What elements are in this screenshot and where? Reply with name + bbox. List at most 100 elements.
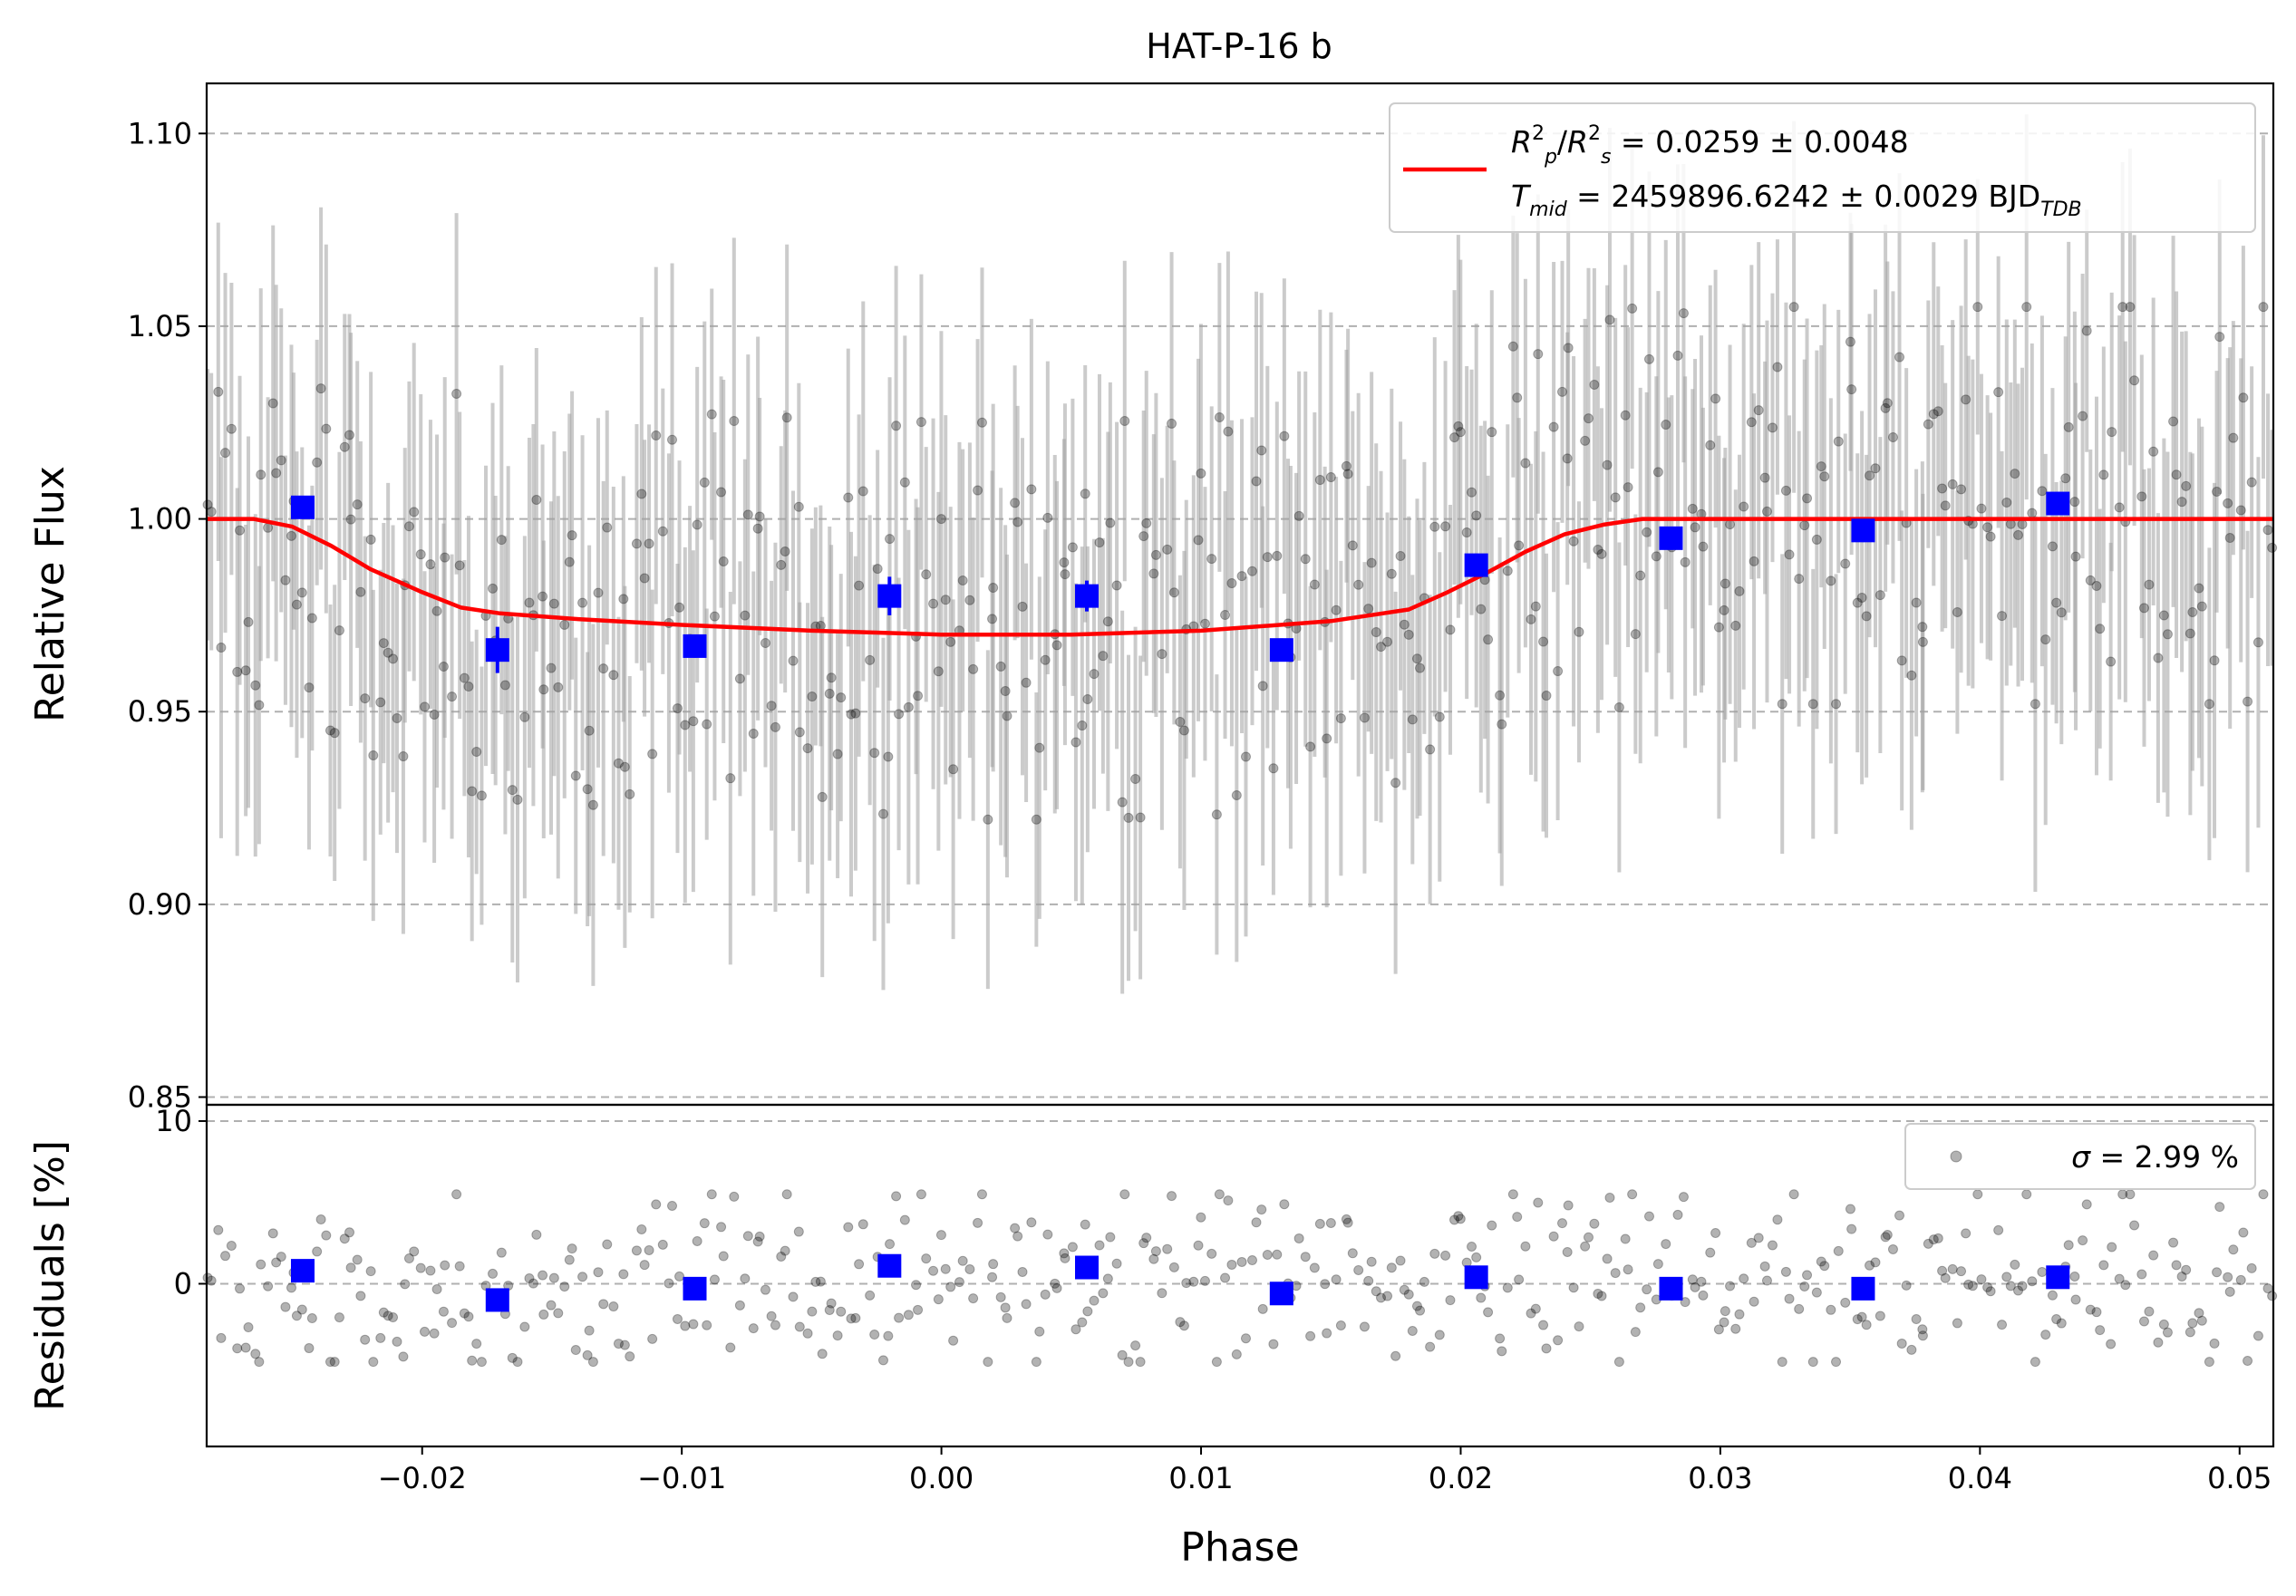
residual-point xyxy=(339,1233,350,1244)
residual-point xyxy=(1620,1233,1631,1244)
residual-point xyxy=(2181,1264,2192,1275)
residual-point xyxy=(836,1306,847,1317)
raw-point xyxy=(1613,702,1624,713)
raw-point xyxy=(788,655,799,666)
raw-point xyxy=(1961,394,1971,405)
raw-point xyxy=(1541,691,1552,701)
residual-point xyxy=(625,1351,635,1362)
residual-point xyxy=(1363,1275,1374,1286)
residual-point xyxy=(976,1189,987,1200)
residual-point xyxy=(869,1330,880,1340)
residual-point xyxy=(1967,1281,1978,1291)
residual-point xyxy=(1917,1324,1928,1335)
residual-point xyxy=(1425,1341,1436,1352)
residual-point xyxy=(2027,1276,2038,1287)
residual-point xyxy=(935,1230,946,1241)
raw-point xyxy=(1690,522,1700,533)
raw-point xyxy=(1429,521,1440,532)
raw-point xyxy=(968,663,979,674)
raw-point xyxy=(463,682,474,692)
raw-point xyxy=(1141,517,1152,528)
raw-point xyxy=(1642,527,1652,537)
raw-point xyxy=(843,492,854,503)
residual-point xyxy=(2021,1189,2032,1200)
raw-point xyxy=(538,591,548,602)
raw-point xyxy=(2098,469,2109,480)
residual-point xyxy=(1982,1282,1993,1292)
raw-point xyxy=(1553,666,1564,677)
raw-point xyxy=(1574,626,1584,637)
xtick-label: −0.01 xyxy=(637,1461,726,1495)
residual-point xyxy=(988,1259,999,1270)
raw-point xyxy=(296,587,307,598)
legend-tmid-text: Tmid = 2459896.6242 ± 0.0029 BJDTDB xyxy=(1511,179,2082,221)
residual-point xyxy=(2138,1316,2149,1327)
residuals-gridlines xyxy=(207,1119,2273,1285)
residual-point xyxy=(1168,1262,1179,1272)
residual-point xyxy=(1434,1330,1445,1340)
residual-point xyxy=(748,1323,759,1334)
raw-point xyxy=(538,684,549,695)
raw-point xyxy=(1562,453,1573,464)
residual-point xyxy=(1031,1357,1041,1368)
raw-point xyxy=(1117,797,1128,808)
raw-point xyxy=(1342,469,1353,479)
residual-point xyxy=(1236,1256,1247,1267)
y-axis-label-flux: Relative Flux xyxy=(27,466,73,722)
residual-point xyxy=(1440,1250,1451,1261)
residual-point xyxy=(1256,1204,1267,1215)
residual-point xyxy=(1070,1324,1081,1335)
residual-point xyxy=(968,1293,979,1304)
residual-point xyxy=(2136,1269,2147,1280)
legend-tdb-sub: TDB xyxy=(2040,198,2081,221)
raw-point xyxy=(644,538,654,549)
raw-point xyxy=(2204,699,2214,710)
light-curve-legend: R2p/R2s = 0.0259 ± 0.0048 Tmid = 2459896… xyxy=(1389,102,2256,233)
raw-point xyxy=(987,614,998,624)
residual-point xyxy=(903,1310,914,1320)
residual-point xyxy=(2214,1202,2225,1213)
residual-point xyxy=(1117,1349,1128,1360)
residual-point xyxy=(1167,1191,1177,1202)
raw-point xyxy=(1875,590,1885,601)
residual-point xyxy=(1642,1284,1652,1295)
raw-point xyxy=(1178,725,1189,736)
raw-point xyxy=(1816,461,1826,472)
raw-point xyxy=(1157,649,1167,660)
raw-point xyxy=(1060,569,1070,580)
raw-point xyxy=(2117,302,2128,313)
residual-point xyxy=(1816,1256,1826,1267)
residual-point xyxy=(602,1239,613,1250)
residual-point xyxy=(409,1246,420,1257)
raw-point xyxy=(2081,325,2092,336)
raw-point xyxy=(921,569,932,580)
residual-point xyxy=(1094,1240,1105,1251)
raw-point xyxy=(1415,663,1426,673)
residual-point xyxy=(1012,1231,1023,1242)
raw-point xyxy=(1347,540,1358,551)
raw-point xyxy=(1487,427,1497,438)
residual-point xyxy=(1082,1306,1093,1317)
raw-point xyxy=(1911,597,1922,608)
residual-point xyxy=(877,1355,888,1366)
raw-point xyxy=(672,703,683,714)
residual-point xyxy=(1512,1212,1523,1223)
raw-point xyxy=(1856,592,1867,603)
raw-point xyxy=(1070,737,1081,748)
raw-point xyxy=(1811,534,1822,545)
raw-point xyxy=(2243,696,2253,707)
residual-point xyxy=(2168,1237,2179,1248)
residual-point xyxy=(280,1301,291,1312)
residual-point xyxy=(899,1214,910,1225)
raw-point xyxy=(1042,512,1053,523)
raw-point xyxy=(1661,420,1671,430)
residual-point xyxy=(883,1330,894,1341)
raw-point xyxy=(375,697,386,708)
residual-point xyxy=(2056,1318,2067,1329)
raw-point xyxy=(476,790,487,801)
raw-point xyxy=(2194,583,2204,594)
residual-point xyxy=(1963,1279,1974,1290)
residual-point xyxy=(865,1290,876,1301)
raw-point xyxy=(973,485,983,496)
